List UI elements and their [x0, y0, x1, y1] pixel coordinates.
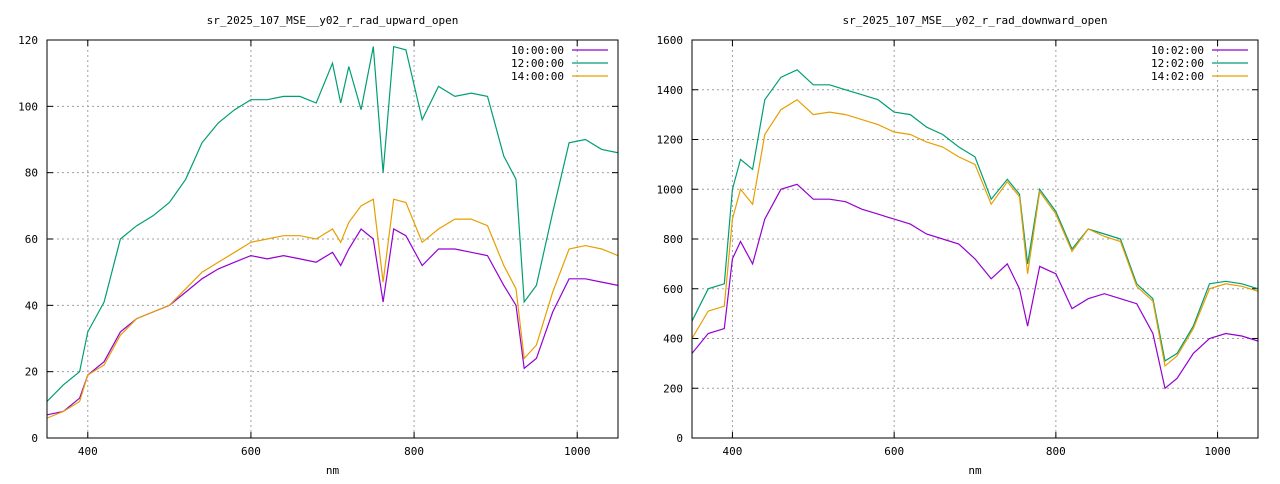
x-tick-label: 600	[884, 445, 904, 458]
chart-title: sr_2025_107_MSE__y02_r_rad_upward_open	[207, 14, 459, 27]
legend-label: 12:02:00	[1151, 57, 1204, 70]
plot-frame	[691, 39, 1259, 439]
y-tick-label: 400	[663, 333, 683, 346]
x-tick-label: 800	[404, 445, 424, 458]
series-line-140000	[47, 198, 618, 419]
legend-label: 14:02:00	[1151, 70, 1204, 83]
y-tick-label: 0	[31, 432, 38, 445]
y-tick-label: 1000	[657, 183, 684, 196]
chart-title: sr_2025_107_MSE__y02_r_rad_downward_open	[843, 14, 1108, 27]
series-line-100200	[692, 183, 1258, 390]
y-tick-label: 100	[18, 100, 38, 113]
y-tick-label: 800	[663, 233, 683, 246]
y-tick-label: 1200	[657, 134, 684, 147]
y-tick-label: 20	[25, 366, 38, 379]
chart-panel-2: sr_2025_107_MSE__y02_r_rad_downward_open…	[657, 14, 1259, 477]
plot-frame	[46, 39, 619, 439]
legend-label: 14:00:00	[511, 70, 564, 83]
x-axis-label: nm	[326, 464, 340, 477]
x-tick-label: 400	[78, 445, 98, 458]
legend-label: 12:00:00	[511, 57, 564, 70]
legend-label: 10:00:00	[511, 44, 564, 57]
x-tick-label: 600	[241, 445, 261, 458]
y-tick-label: 200	[663, 382, 683, 395]
y-tick-label: 60	[25, 233, 38, 246]
x-tick-label: 400	[722, 445, 742, 458]
y-tick-label: 120	[18, 34, 38, 47]
x-tick-label: 800	[1046, 445, 1066, 458]
legend-label: 10:02:00	[1151, 44, 1204, 57]
y-tick-label: 1600	[657, 34, 684, 47]
y-tick-label: 80	[25, 167, 38, 180]
y-tick-label: 1400	[657, 84, 684, 97]
x-tick-label: 1000	[564, 445, 591, 458]
series-line-140200	[692, 98, 1258, 368]
x-tick-label: 1000	[1204, 445, 1231, 458]
chart-panel-1: sr_2025_107_MSE__y02_r_rad_upward_open 0 2…	[18, 14, 619, 477]
y-tick-label: 600	[663, 283, 683, 296]
y-tick-label: 40	[25, 299, 38, 312]
series-line-120200	[692, 69, 1258, 362]
y-tick-label: 0	[676, 432, 683, 445]
series-line-120000	[47, 45, 618, 402]
x-axis-label: nm	[968, 464, 982, 477]
